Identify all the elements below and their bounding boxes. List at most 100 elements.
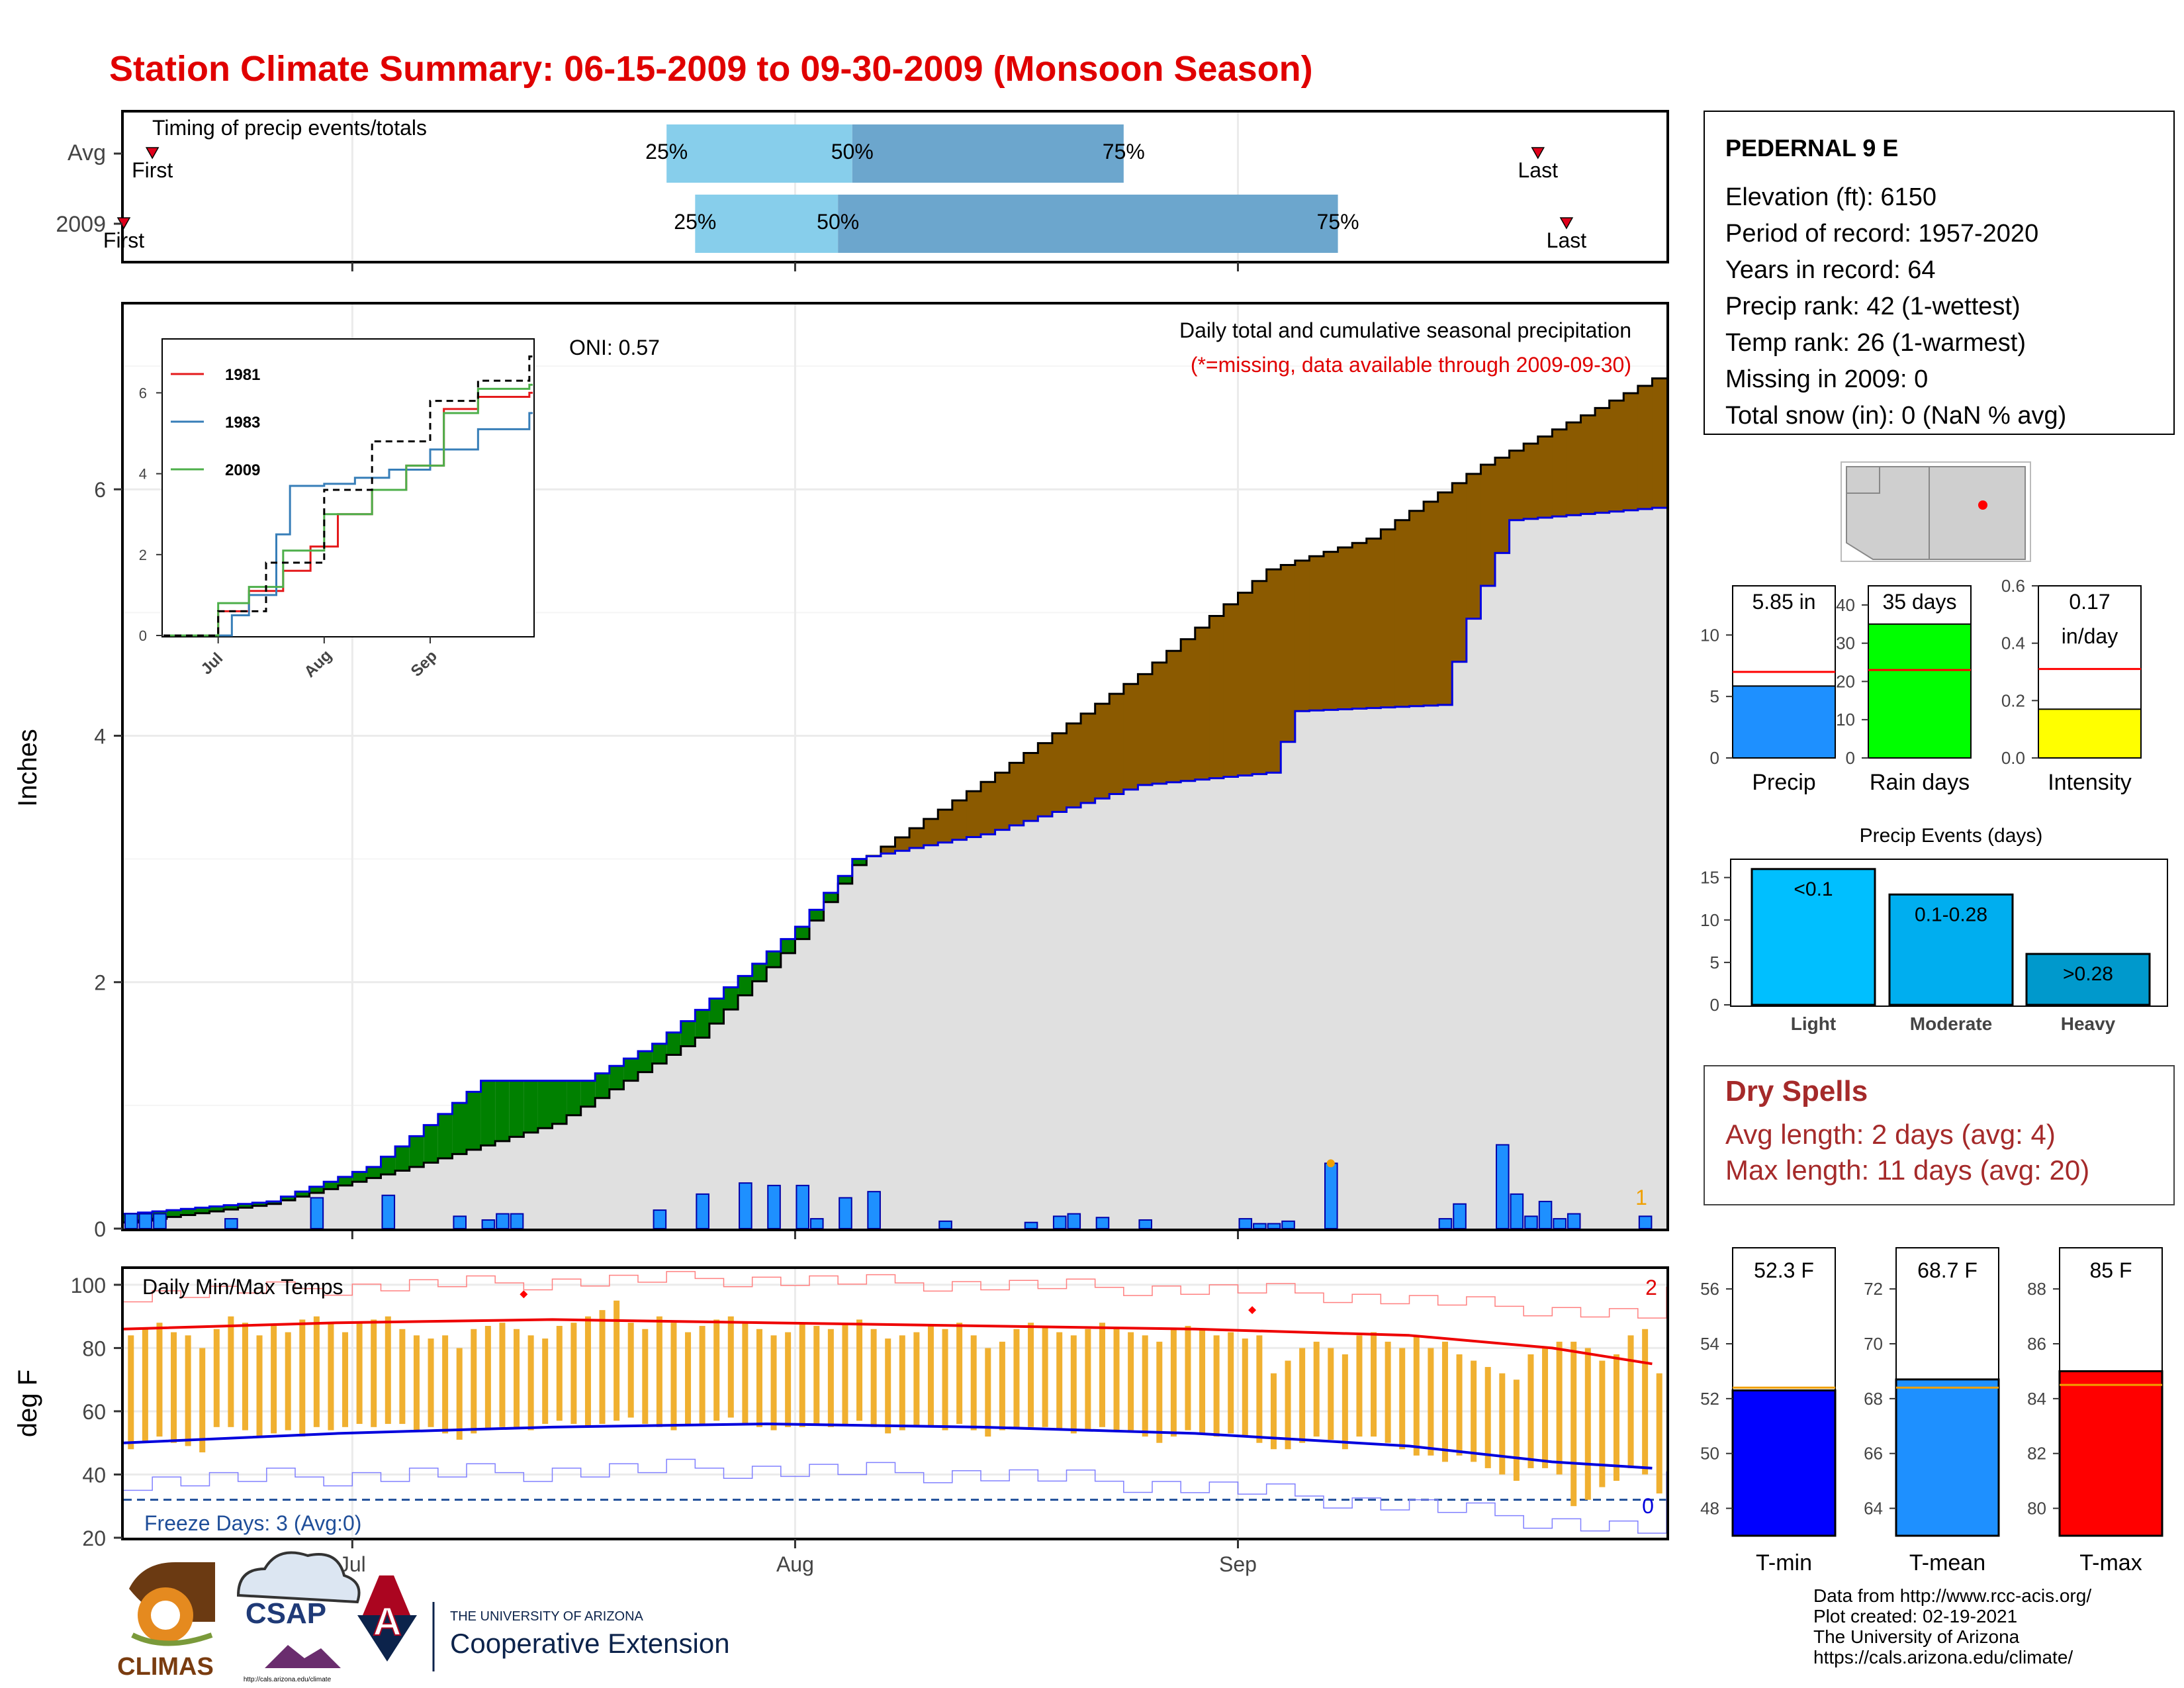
- daily-temp-bar: [599, 1310, 606, 1425]
- stat-label: Precip: [1752, 770, 1815, 795]
- daily-temp-bar: [827, 1329, 834, 1427]
- deficit-area-day: [1394, 520, 1410, 707]
- cumulative-fill-day: [895, 851, 910, 1229]
- precip-events-chart: Precip Events (days) 0 5 10 15 <0.1 Light 0.1-…: [1700, 825, 2168, 1034]
- daily-precip-bar: [1024, 1221, 1038, 1230]
- cumulative-fill-day: [1466, 618, 1481, 1229]
- cumulative-fill-day: [580, 1080, 596, 1229]
- daily-precip-bar: [496, 1213, 510, 1229]
- daily-temp-bar: [699, 1325, 705, 1425]
- cumulative-fill-day: [738, 976, 753, 1229]
- stat-bar-rain-days: [1868, 623, 1972, 759]
- cumulative-fill-day: [1295, 711, 1310, 1229]
- inset-legend-label: 2009: [225, 461, 260, 479]
- stat-value-label: in/day: [2062, 624, 2118, 648]
- daily-temp-bar: [870, 1329, 877, 1427]
- deficit-area-day: [981, 782, 996, 835]
- precip-panel: Inches 0 2 4 6 ONI: 0.57 Daily total and cu…: [13, 302, 1669, 1241]
- surplus-area-day: [338, 1176, 353, 1186]
- cumulative-fill-day: [1123, 789, 1138, 1229]
- inset-y-tick-label: 2: [139, 547, 147, 563]
- cumulative-fill-day: [567, 1080, 582, 1229]
- daily-temp-bar: [942, 1329, 948, 1430]
- daily-temp-bar: [256, 1335, 263, 1437]
- cumulative-fill-day: [1580, 514, 1596, 1229]
- stat-y-tick-label: 0.0: [2001, 748, 2025, 768]
- footer: CLIMAS CSAP http://cals.arizona.edu/clim…: [117, 1551, 2091, 1683]
- csap-logo: CSAP http://cals.arizona.edu/climate: [236, 1551, 361, 1683]
- daily-temp-bar: [1413, 1335, 1420, 1456]
- cumulative-fill-day: [1209, 778, 1224, 1229]
- daily-temp-bar: [1599, 1360, 1606, 1487]
- surplus-area-day: [795, 926, 810, 939]
- daily-precip-bar: [481, 1219, 496, 1230]
- deficit-area-day: [1081, 713, 1096, 803]
- temp-min-count: 0: [1642, 1494, 1654, 1518]
- daily-temp-bar: [1513, 1380, 1520, 1481]
- daily-precip-bar: [1067, 1213, 1081, 1229]
- daily-temp-bar: [1199, 1329, 1206, 1434]
- cumulative-fill-day: [995, 829, 1010, 1229]
- deficit-area-day: [966, 791, 981, 837]
- cumulative-fill-day: [295, 1192, 310, 1229]
- temp-stat-y-tick-label: 72: [1864, 1279, 1883, 1299]
- inset-y-tick-label: 6: [139, 385, 147, 401]
- daily-temp-bar: [756, 1329, 762, 1427]
- daily-precip-bar: [1496, 1144, 1510, 1229]
- cumulative-fill-day: [1309, 710, 1324, 1229]
- daily-precip-bar: [453, 1215, 467, 1230]
- daily-temp-bar: [1242, 1338, 1248, 1437]
- events-bar-label: >0.28: [2063, 963, 2113, 985]
- daily-temp-bar: [1056, 1332, 1063, 1430]
- climas-text: CLIMAS: [117, 1653, 214, 1681]
- deficit-area-day: [1524, 444, 1539, 519]
- daily-temp-bar: [1285, 1360, 1291, 1450]
- cumulative-fill-day: [652, 1043, 667, 1229]
- temp-stat-y-tick-label: 54: [1700, 1334, 1719, 1354]
- deficit-area-day: [1123, 684, 1138, 790]
- daily-temp-bar: [1456, 1354, 1463, 1456]
- temp-stat-y-tick-label: 68: [1864, 1389, 1883, 1409]
- daily-temp-bar: [999, 1341, 1005, 1430]
- daily-precip-bar: [1524, 1215, 1538, 1230]
- events-y-tick-label: 0: [1710, 995, 1719, 1015]
- temp-stat-label: T-min: [1756, 1550, 1812, 1575]
- surplus-area-day: [295, 1192, 310, 1197]
- daily-temp-bar: [471, 1329, 477, 1434]
- daily-temp-bar: [1656, 1373, 1662, 1494]
- cumulative-fill-day: [1566, 515, 1581, 1229]
- deficit-area-day: [1595, 408, 1610, 513]
- daily-precip-bar: [1638, 1215, 1653, 1230]
- daily-temp-bar: [1142, 1335, 1148, 1437]
- timing-row-avg-label: Avg: [68, 140, 106, 165]
- cumulative-fill-day: [1038, 816, 1053, 1229]
- deficit-area-day: [1138, 674, 1153, 785]
- daily-temp-bar: [313, 1316, 320, 1427]
- surplus-area-day: [509, 1080, 524, 1137]
- cumulative-fill-day: [281, 1196, 296, 1229]
- cumulative-fill-day: [909, 848, 925, 1229]
- surplus-area-day: [609, 1066, 624, 1090]
- station-info-line: Period of record: 1957-2020: [1725, 220, 2038, 248]
- stat-bar-intensity: [2038, 708, 2142, 759]
- daily-temp-bar: [970, 1335, 977, 1430]
- station-location-marker: [1978, 500, 1987, 510]
- cumulative-fill-day: [723, 987, 739, 1229]
- cumulative-fill-day: [852, 859, 867, 1229]
- daily-precip-bar: [1510, 1193, 1524, 1230]
- cumulative-fill-day: [1066, 807, 1081, 1229]
- daily-temp-bar: [371, 1319, 377, 1427]
- timing-q50-label: 50%: [831, 140, 874, 164]
- deficit-area-day: [1609, 400, 1624, 512]
- surplus-area-day: [224, 1205, 239, 1210]
- deficit-area-day: [1352, 543, 1367, 709]
- svg-text:A: A: [373, 1599, 401, 1644]
- deficit-area-day: [1038, 743, 1053, 817]
- events-bar-moderate: [1888, 893, 2014, 1006]
- deficit-area-day: [1537, 436, 1553, 518]
- deficit-area-day: [1309, 556, 1324, 711]
- daily-precip-bar: [1553, 1218, 1567, 1230]
- surplus-area-day: [209, 1206, 224, 1211]
